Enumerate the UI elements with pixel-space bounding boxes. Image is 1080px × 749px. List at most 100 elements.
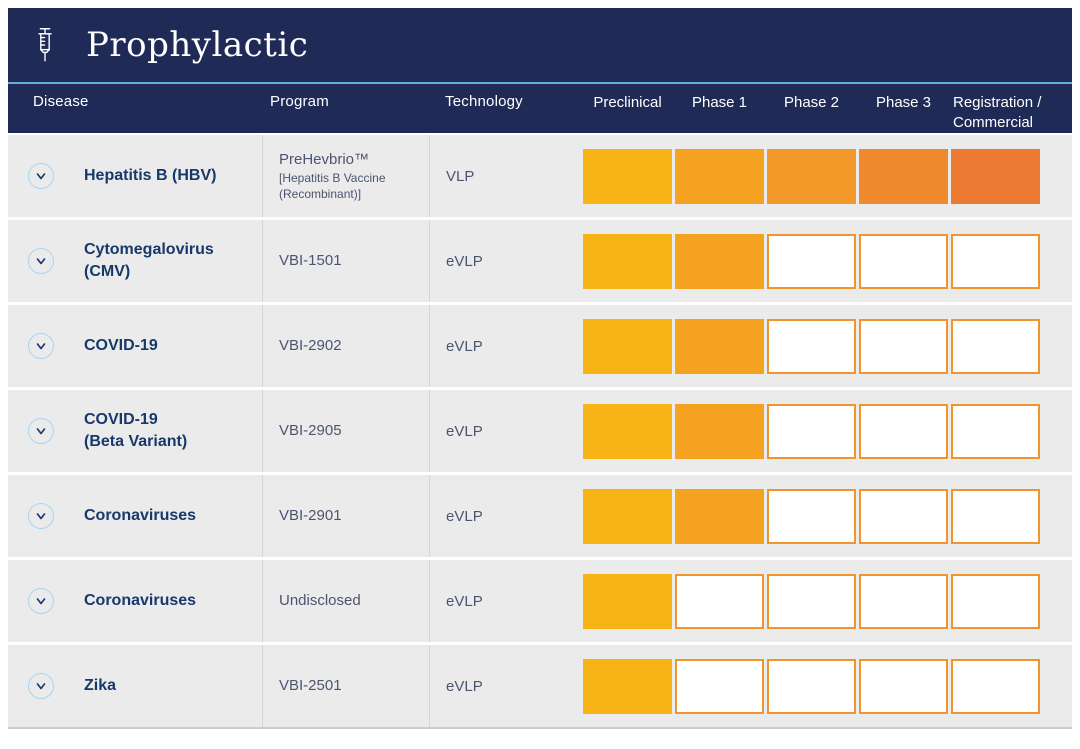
column-header-phase1: Phase 1	[691, 94, 748, 111]
chevron-down-icon	[36, 258, 46, 265]
disease-name: Coronaviruses	[84, 507, 197, 525]
syringe-icon	[38, 28, 52, 62]
phase-empty-block	[767, 233, 856, 289]
phase-empty-block	[767, 658, 856, 714]
column-header-preclinical: Preclinical	[593, 94, 662, 111]
phase-empty-block	[859, 403, 948, 459]
disease-name: Coronaviruses	[84, 592, 197, 610]
chevron-down-icon	[36, 598, 46, 605]
program-subtitle: [Hepatitis B Vaccine (Recombinant)]	[279, 171, 386, 201]
technology-value: VLP	[446, 167, 475, 185]
disease-name: COVID-19 (Beta Variant)	[84, 411, 188, 450]
expand-row-button[interactable]	[28, 248, 54, 274]
program-name: VBI-2902	[279, 337, 342, 355]
chevron-down-icon	[36, 683, 46, 690]
technology-value: eVLP	[446, 677, 483, 695]
phase-empty-block	[951, 318, 1040, 374]
disease-name: Zika	[84, 677, 117, 695]
phase-filled-block	[767, 148, 856, 204]
expand-row-button[interactable]	[28, 418, 54, 444]
disease-name: Hepatitis B (HBV)	[84, 167, 217, 185]
program-name: VBI-2901	[279, 507, 342, 525]
table-row: Hepatitis B (HBV) PreHevbrio™ [Hepatitis…	[8, 135, 1072, 217]
phase-filled-block	[583, 658, 672, 714]
phase-progress	[575, 560, 1072, 642]
phase-empty-block	[767, 488, 856, 544]
table-column-header: Disease Program Technology Preclinical P…	[8, 84, 1072, 133]
phase-empty-block	[951, 488, 1040, 544]
phase-empty-block	[767, 573, 856, 629]
phase-filled-block	[859, 148, 948, 204]
page-title: Prophylactic	[86, 25, 309, 65]
phase-progress	[575, 390, 1072, 472]
phase-filled-block	[675, 318, 764, 374]
table-row: COVID-19 VBI-2902 eVLP	[8, 305, 1072, 387]
program-name: VBI-2501	[279, 677, 342, 695]
disease-name: Cytomegalovirus (CMV)	[84, 241, 214, 280]
prophylactic-pipeline-board: Prophylactic Disease Program Technology …	[8, 8, 1072, 729]
rows: Hepatitis B (HBV) PreHevbrio™ [Hepatitis…	[8, 135, 1072, 727]
phase-filled-block	[675, 488, 764, 544]
table-row: COVID-19 (Beta Variant) VBI-2905 eVLP	[8, 390, 1072, 472]
phase-empty-block	[859, 318, 948, 374]
phase-empty-block	[951, 233, 1040, 289]
section-header: Prophylactic	[8, 8, 1072, 84]
table-row: Coronaviruses VBI-2901 eVLP	[8, 475, 1072, 557]
phase-progress	[575, 305, 1072, 387]
phase-empty-block	[859, 488, 948, 544]
phase-empty-block	[859, 573, 948, 629]
phase-filled-block	[675, 233, 764, 289]
phase-progress	[575, 645, 1072, 727]
expand-row-button[interactable]	[28, 673, 54, 699]
phase-empty-block	[675, 658, 764, 714]
phase-empty-block	[767, 403, 856, 459]
program-name: VBI-1501	[279, 252, 342, 270]
table-row: Zika VBI-2501 eVLP	[8, 645, 1072, 727]
chevron-down-icon	[36, 343, 46, 350]
phase-empty-block	[951, 573, 1040, 629]
expand-row-button[interactable]	[28, 588, 54, 614]
technology-value: eVLP	[446, 507, 483, 525]
phase-filled-block	[583, 403, 672, 459]
phase-progress	[575, 220, 1072, 302]
phase-filled-block	[583, 148, 672, 204]
column-header-phase3: Phase 3	[875, 94, 932, 111]
column-header-program: Program	[270, 93, 329, 110]
table-bottom-edge	[8, 727, 1072, 729]
expand-row-button[interactable]	[28, 503, 54, 529]
phase-filled-block	[583, 233, 672, 289]
technology-value: eVLP	[446, 422, 483, 440]
disease-name: COVID-19	[84, 337, 158, 355]
phase-filled-block	[583, 488, 672, 544]
expand-row-button[interactable]	[28, 163, 54, 189]
program-name: PreHevbrio™	[279, 150, 370, 168]
phase-empty-block	[859, 658, 948, 714]
expand-row-button[interactable]	[28, 333, 54, 359]
phase-filled-block	[951, 148, 1040, 204]
table-row: Coronaviruses Undisclosed eVLP	[8, 560, 1072, 642]
chevron-down-icon	[36, 428, 46, 435]
column-header-phase2: Phase 2	[783, 94, 840, 111]
chevron-down-icon	[36, 173, 46, 180]
technology-value: eVLP	[446, 337, 483, 355]
column-header-disease: Disease	[33, 93, 89, 110]
technology-value: eVLP	[446, 252, 483, 270]
phase-empty-block	[951, 658, 1040, 714]
program-name: VBI-2905	[279, 422, 342, 440]
phase-empty-block	[675, 573, 764, 629]
phase-progress	[575, 135, 1072, 217]
phase-filled-block	[675, 403, 764, 459]
column-header-technology: Technology	[445, 93, 523, 110]
phase-progress	[575, 475, 1072, 557]
column-header-registration: Registration / Commercial	[953, 94, 1042, 132]
table-row: Cytomegalovirus (CMV) VBI-1501 eVLP	[8, 220, 1072, 302]
phase-filled-block	[583, 573, 672, 629]
phase-filled-block	[675, 148, 764, 204]
chevron-down-icon	[36, 513, 46, 520]
phase-empty-block	[951, 403, 1040, 459]
phase-empty-block	[859, 233, 948, 289]
phase-empty-block	[767, 318, 856, 374]
technology-value: eVLP	[446, 592, 483, 610]
phase-filled-block	[583, 318, 672, 374]
program-name: Undisclosed	[279, 592, 361, 610]
